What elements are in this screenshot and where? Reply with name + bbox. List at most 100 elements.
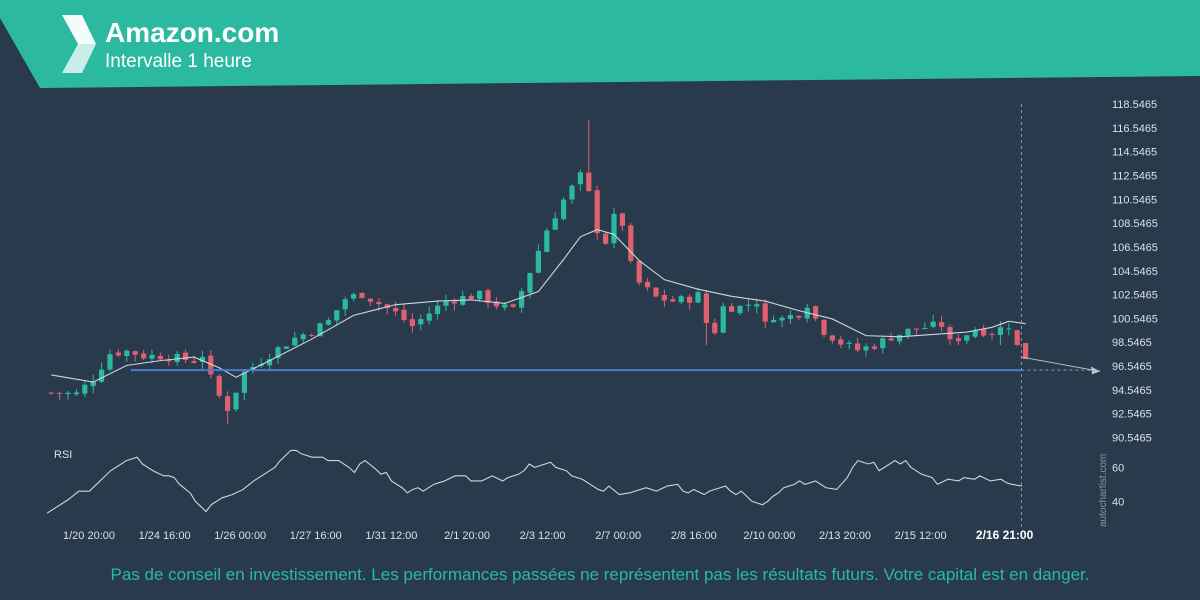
candle	[1006, 323, 1012, 336]
candle	[972, 327, 978, 339]
candle	[577, 169, 583, 191]
candle	[183, 349, 189, 364]
candle	[712, 318, 718, 335]
candle	[468, 293, 474, 300]
candle	[258, 357, 264, 368]
candle	[997, 321, 1003, 346]
x-tick-label: 2/13 20:00	[819, 530, 871, 542]
candle	[939, 315, 945, 332]
x-tick-label: 1/27 16:00	[290, 530, 342, 542]
candle	[821, 318, 827, 338]
candle	[611, 208, 617, 249]
x-tick-label: 2/3 12:00	[520, 530, 566, 542]
candle	[930, 315, 936, 329]
y-tick-label: 104.5465	[1112, 266, 1158, 278]
candle	[913, 328, 919, 336]
y-tick-label: 106.5465	[1112, 242, 1158, 254]
candle	[888, 333, 894, 342]
candle	[628, 223, 634, 264]
candle	[384, 303, 390, 315]
support-level	[131, 356, 1101, 375]
candle	[225, 391, 231, 424]
candle	[527, 272, 533, 299]
candle	[124, 349, 130, 362]
candle	[477, 290, 483, 302]
y-tick-label: 90.5465	[1112, 433, 1152, 445]
candle	[132, 350, 138, 362]
candle	[233, 392, 239, 412]
candle	[619, 212, 625, 231]
x-tick-label: 2/7 00:00	[595, 530, 641, 542]
x-tick-label: 1/31 12:00	[365, 530, 417, 542]
candle	[426, 306, 432, 325]
candle	[645, 278, 651, 292]
x-tick-label: 1/24 16:00	[139, 530, 191, 542]
y-tick-label: 96.5465	[1112, 361, 1152, 373]
candle	[846, 340, 852, 350]
candle	[65, 390, 71, 400]
candle	[283, 345, 289, 349]
candle	[880, 336, 886, 354]
y-tick-label: 98.5465	[1112, 337, 1152, 349]
candle	[796, 315, 802, 320]
candle	[813, 305, 819, 322]
candle	[107, 349, 113, 372]
candle	[703, 289, 709, 346]
candle	[871, 343, 877, 351]
candle	[1023, 342, 1029, 360]
projection-line	[1021, 356, 1101, 372]
candle	[510, 303, 516, 309]
y-tick-label: 94.5465	[1112, 385, 1152, 397]
candle	[838, 336, 844, 349]
projection-arrowhead	[1091, 366, 1100, 375]
candle	[955, 334, 961, 346]
candle	[695, 288, 701, 303]
candle	[493, 297, 499, 310]
candle	[829, 334, 835, 344]
x-tick-label: 2/15 12:00	[895, 530, 947, 542]
candle	[670, 296, 676, 303]
header-banner-background	[0, 0, 1200, 88]
candle	[586, 120, 592, 193]
candle	[661, 289, 667, 308]
candle	[947, 324, 953, 345]
candle	[636, 259, 642, 286]
candle	[754, 298, 760, 314]
candle	[779, 315, 785, 328]
candle	[359, 292, 365, 299]
candle	[418, 314, 424, 331]
candle	[325, 317, 331, 326]
candle	[771, 315, 777, 323]
candle	[552, 212, 558, 230]
candle	[729, 302, 735, 312]
candle	[367, 298, 373, 306]
candle	[922, 322, 928, 330]
candle	[687, 294, 693, 310]
candle	[149, 349, 155, 364]
rsi-line	[46, 449, 1023, 514]
candle	[334, 310, 340, 326]
y-tick-label: 114.5465	[1112, 147, 1157, 159]
candle	[989, 332, 995, 340]
candle	[216, 373, 222, 399]
candle	[174, 350, 180, 366]
candle	[863, 343, 869, 357]
candle	[90, 374, 96, 394]
candle	[82, 380, 88, 398]
y-tick-label: 116.5465	[1112, 123, 1157, 135]
y-tick-label: 100.5465	[1112, 313, 1158, 325]
y-tick-label: 112.5465	[1112, 170, 1157, 182]
candle	[535, 244, 541, 274]
candle	[569, 184, 575, 205]
candle	[157, 352, 163, 360]
x-tick-label: 2/1 20:00	[444, 530, 490, 542]
watermark: autochartist.com	[1098, 454, 1109, 527]
candle	[393, 301, 399, 317]
candle	[905, 328, 911, 340]
candle	[594, 185, 600, 240]
candle	[141, 350, 147, 361]
candle	[267, 354, 273, 371]
price-axis: 118.5465 116.5465 114.5465 112.5465 110.5465…	[1112, 99, 1158, 445]
candle	[745, 297, 751, 312]
